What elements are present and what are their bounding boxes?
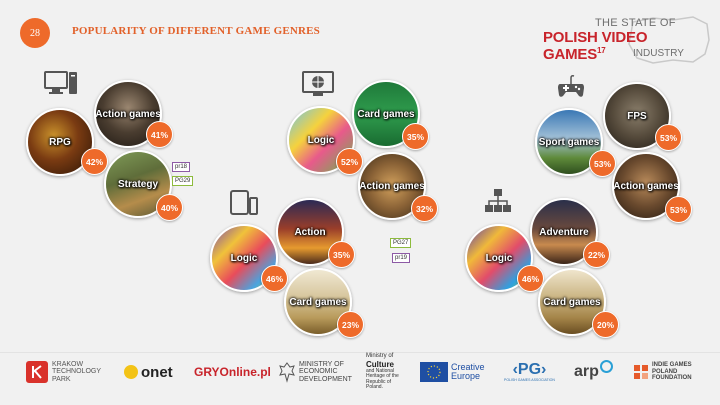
- genre-label: FPS: [627, 110, 647, 122]
- genre-label: Logic: [307, 134, 335, 146]
- culture-main-text: Culture: [366, 359, 394, 369]
- genre-label: Logic: [485, 252, 513, 264]
- genre-label: Card games: [289, 296, 347, 308]
- pct-badge: 41%: [146, 121, 173, 148]
- eagle-emblem-icon: [279, 362, 295, 383]
- genre-label: Card games: [357, 108, 415, 120]
- indie-games-poland-logo: INDIE GAMES POLAND FOUNDATION: [634, 358, 700, 386]
- footer-divider: [0, 352, 720, 353]
- ktp-text: KRAKOW TECHNOLOGY PARK: [52, 360, 101, 383]
- pct-badge: 35%: [328, 241, 355, 268]
- genre-label: Adventure: [539, 226, 589, 238]
- age-rating-tag: pr19: [392, 253, 411, 263]
- genre-label: Strategy: [117, 178, 158, 190]
- arp-text: arp: [574, 363, 599, 380]
- ministry-econ-text: MINISTRY OF ECONOMIC DEVELOPMENT: [299, 360, 352, 383]
- report-brand-logo: THE STATE OF POLISH VIDEO GAMES17 INDUST…: [535, 14, 710, 64]
- onet-text: onet: [141, 363, 173, 381]
- culture-rest-text: and National Heritage of the Republic of…: [366, 367, 399, 391]
- brand-line-2: POLISH VIDEO GAMES17: [543, 29, 648, 63]
- pct-badge: 40%: [156, 194, 183, 221]
- genre-web-card-games: Card games: [352, 80, 420, 148]
- web-browser-icon: [302, 71, 334, 96]
- network-icon: [485, 189, 511, 212]
- brand-line-3: INDUSTRY: [633, 48, 684, 59]
- pct-badge: 46%: [261, 265, 288, 292]
- tablet-phone-icon: [230, 190, 258, 215]
- creative-europe-text: Creative Europe: [451, 362, 485, 381]
- ministry-culture-logo: Ministry of Culture and National Heritag…: [366, 352, 406, 392]
- pct-badge: 53%: [589, 150, 616, 177]
- arp-logo: arp: [574, 358, 613, 386]
- ministry-economic-development-logo: MINISTRY OF ECONOMIC DEVELOPMENT: [278, 358, 352, 386]
- pct-badge: 52%: [336, 148, 363, 175]
- eu-flag-icon: [420, 362, 448, 382]
- onet-dot-icon: [124, 365, 138, 379]
- pct-badge: 35%: [402, 123, 429, 150]
- genre-label: Sport games: [538, 136, 600, 148]
- pct-badge: 20%: [592, 311, 619, 338]
- pg-text: PG: [517, 361, 542, 378]
- pct-badge: 53%: [665, 196, 692, 223]
- pct-badge: 22%: [583, 241, 610, 268]
- pct-badge: 23%: [337, 311, 364, 338]
- genre-label: Logic: [230, 252, 258, 264]
- onet-logo: onet: [124, 358, 173, 386]
- pct-badge: 42%: [81, 148, 108, 175]
- gryonline-text: GRYOnline.pl: [194, 365, 271, 379]
- creative-europe-logo: Creative Europe: [420, 358, 487, 386]
- polish-games-association-logo: ‹PG› POLISH GAMES ASSOCIATION: [504, 361, 555, 383]
- desktop-computer-icon: [44, 71, 77, 94]
- poland-map-outline: [628, 16, 710, 64]
- krakow-technology-park-logo: KRAKOW TECHNOLOGY PARK: [26, 358, 101, 386]
- genre-label: Action: [294, 226, 326, 238]
- age-rating-tag: pr18: [172, 162, 191, 172]
- pct-badge: 32%: [411, 195, 438, 222]
- igpf-mark-icon: [634, 365, 648, 379]
- culture-pre-text: Ministry of: [366, 353, 394, 360]
- brand-line-1: THE STATE OF: [595, 17, 676, 29]
- pct-badge: 46%: [517, 265, 544, 292]
- page-number: 28: [20, 18, 50, 48]
- gamepad-icon: [558, 75, 584, 97]
- genre-label: Action games: [359, 180, 425, 192]
- page-title: POPULARITY OF DIFFERENT GAME GENRES: [72, 25, 321, 37]
- igpf-text: INDIE GAMES POLAND FOUNDATION: [652, 362, 692, 382]
- age-rating-tag: PG29: [172, 176, 194, 186]
- genre-label: Action games: [95, 108, 161, 120]
- genre-web-action-games: Action games: [358, 152, 426, 220]
- ktp-mark-icon: [26, 361, 48, 383]
- age-rating-tag: PG27: [390, 238, 412, 248]
- pg-sub-text: POLISH GAMES ASSOCIATION: [504, 378, 555, 382]
- gryonline-logo: GRYOnline.pl: [194, 358, 271, 386]
- genre-label: RPG: [49, 136, 71, 148]
- genre-label: Card games: [543, 296, 601, 308]
- genre-label: Action games: [613, 180, 679, 192]
- arp-ring-icon: [599, 359, 613, 373]
- pct-badge: 53%: [655, 124, 682, 151]
